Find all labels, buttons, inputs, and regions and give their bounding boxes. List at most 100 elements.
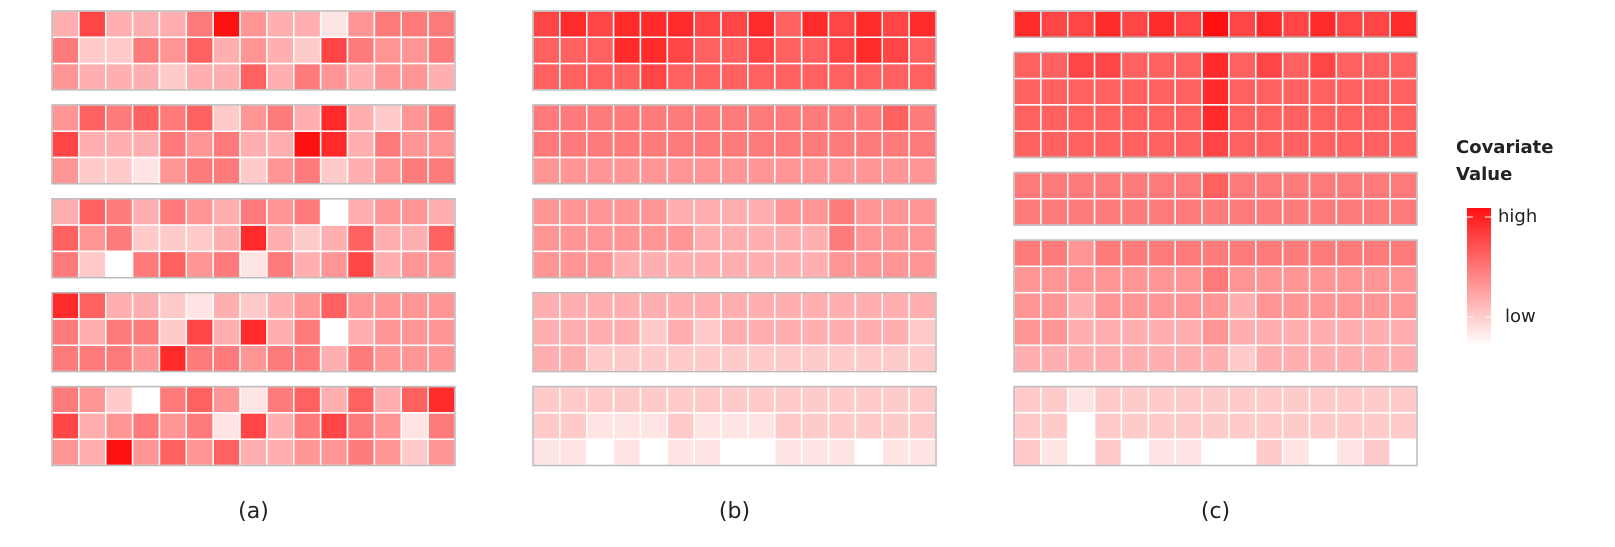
heatmap-cell [908,62,937,91]
heatmap-cell [1201,291,1230,320]
heatmap-cell [373,62,403,91]
heatmap-cell [1281,10,1311,39]
heatmap-cell [78,291,107,320]
heatmap-cell [104,104,134,132]
heatmap-cell [319,250,349,279]
heatmap-cell [854,198,884,226]
heatmap-cell [1228,130,1257,159]
heatmap-cell [800,198,830,226]
heatmap-cell [800,344,830,373]
heatmap-cell [774,291,803,320]
heatmap-cell [1308,344,1338,373]
heatmap-cell [1066,10,1096,39]
heatmap-cell [1066,239,1096,268]
heatmap-cell [239,36,268,65]
heatmap-cell [827,36,857,65]
heatmap-cell [1281,412,1311,440]
heatmap-cell [427,130,456,159]
heatmap-cell [1147,412,1176,440]
heatmap-cell [559,36,588,65]
heatmap-cell [1228,10,1257,39]
heatmap-cell [774,385,803,414]
heatmap-cell [427,62,456,91]
heatmap-cell [854,36,884,65]
heatmap-cell [881,385,910,414]
heatmap-cell [1228,77,1257,106]
heatmap-cell [827,385,857,414]
heatmap-cell [266,438,295,467]
heatmap-cell [1040,10,1069,39]
heatmap-cell [373,130,403,159]
heatmap-cell [104,62,134,91]
heatmap-cell [266,344,295,373]
heatmap-cell [693,344,722,373]
heatmap-cell [1362,318,1391,347]
heatmap-cell [1255,51,1284,80]
heatmap-cell [800,10,830,39]
heatmap-cell [532,344,561,373]
heatmap-cell [1281,291,1311,320]
heatmap-cell [78,318,107,347]
heatmap-cell [1093,385,1123,414]
heatmap-cell [1281,130,1311,159]
heatmap-cell [319,344,349,373]
heatmap-cell [104,10,134,39]
heatmap-cell [158,344,188,373]
heatmap-cell [185,36,214,65]
heatmap-cell [1389,77,1418,106]
heatmap-cell [1362,10,1391,39]
heatmap-cell [639,291,669,320]
heatmap-cell [51,344,80,373]
heatmap-cell [346,10,376,39]
heatmap-cell [693,198,722,226]
heatmap-cell [293,224,322,253]
heatmap-cell [881,438,910,467]
heatmap-cell [158,130,188,159]
heatmap-cell [427,344,456,373]
heatmap-cell [1120,10,1150,39]
heatmap-cell [747,385,776,414]
heatmap-cell [1013,10,1042,39]
heatmap-cell [78,104,107,132]
heatmap-cell [212,344,241,373]
heatmap-cell [1201,318,1230,347]
heatmap-cell [1389,130,1418,159]
heatmap-cell [158,318,188,347]
heatmap-cell [346,130,376,159]
heatmap-cell [1093,412,1123,440]
heatmap-cell [1093,130,1123,159]
heatmap-cell [1174,344,1203,373]
heatmap-cell [185,385,214,414]
heatmap-cell [854,10,884,39]
heatmap-cell [1147,104,1176,132]
heatmap-cell [1335,412,1365,440]
heatmap-cell [266,10,295,39]
heatmap-cell [131,250,161,279]
heatmap-cell [1362,77,1391,106]
heatmap-cell [239,318,268,347]
heatmap-cell [559,344,588,373]
heatmap-cell [319,198,349,226]
heatmap-cell [400,438,429,467]
heatmap-cell [78,224,107,253]
heatmap-cell [881,318,910,347]
heatmap-cell [1389,10,1418,39]
legend-gradient [1467,208,1491,346]
heatmap-cell [293,62,322,91]
heatmap-cell [1066,130,1096,159]
heatmap-cell [293,250,322,279]
heatmap-cell [747,291,776,320]
heatmap-cell [427,156,456,185]
heatmap-cell [854,156,884,185]
heatmap-cell [239,104,268,132]
heatmap-cell [559,198,588,226]
heatmap-cell [1013,438,1042,467]
heatmap-cell [1147,171,1176,200]
heatmap-cell [827,10,857,39]
heatmap-cell [693,62,722,91]
heatmap-cell [1147,130,1176,159]
heatmap-cell [800,36,830,65]
heatmap-cell [293,438,322,467]
heatmap-cell [293,10,322,39]
heatmap-cell [693,291,722,320]
